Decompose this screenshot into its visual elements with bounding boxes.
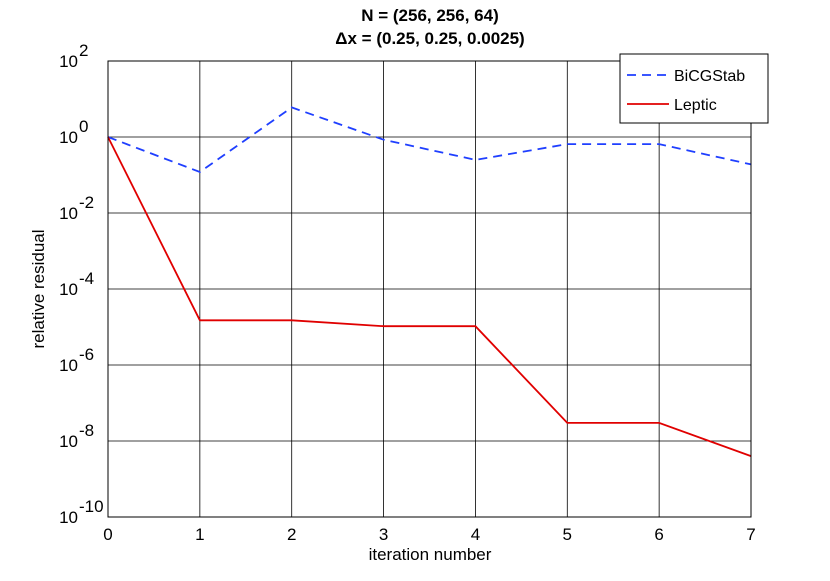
- x-tick-labels: 0 1 2 3 4 5 6 7: [103, 525, 755, 544]
- y-tick-label: 10: [59, 128, 78, 147]
- series-line-leptic: [107, 136, 752, 457]
- legend-label-leptic: Leptic: [674, 97, 717, 114]
- y-tick-exponent: -4: [79, 269, 94, 288]
- x-tick-label: 0: [103, 525, 112, 544]
- x-tick-label: 5: [563, 525, 572, 544]
- series-lines: [107, 106, 752, 457]
- y-axis-label: relative residual: [29, 229, 48, 348]
- chart-title-line-1: N = (256, 256, 64): [361, 6, 499, 25]
- legend: BiCGStab Leptic: [619, 53, 769, 124]
- y-tick-label: 10: [59, 508, 78, 527]
- y-tick-exponent: -2: [79, 193, 94, 212]
- legend-box: [619, 53, 769, 124]
- x-tick-label: 2: [287, 525, 296, 544]
- x-tick-label: 6: [654, 525, 663, 544]
- series-line-bicgstab: [107, 106, 752, 174]
- y-tick-exponent: -6: [79, 345, 94, 364]
- x-axis-label: iteration number: [369, 545, 492, 564]
- x-tick-label: 4: [471, 525, 480, 544]
- y-tick-exponent: -10: [79, 497, 104, 516]
- x-tick-label: 1: [195, 525, 204, 544]
- y-tick-exponent: -8: [79, 421, 94, 440]
- x-tick-label: 3: [379, 525, 388, 544]
- chart-title-line-2: Δx = (0.25, 0.25, 0.0025): [335, 29, 524, 48]
- y-tick-exponent: 0: [79, 117, 88, 136]
- y-tick-label: 10: [59, 204, 78, 223]
- y-tick-label: 10: [59, 356, 78, 375]
- y-tick-label: 10: [59, 432, 78, 451]
- y-tick-exponent: 2: [79, 41, 88, 60]
- grid: [107, 60, 752, 518]
- plot-frame: [107, 60, 752, 518]
- x-tick-label: 7: [746, 525, 755, 544]
- y-tick-label: 10: [59, 52, 78, 71]
- y-tick-label: 10: [59, 280, 78, 299]
- legend-label-bicgstab: BiCGStab: [674, 68, 745, 85]
